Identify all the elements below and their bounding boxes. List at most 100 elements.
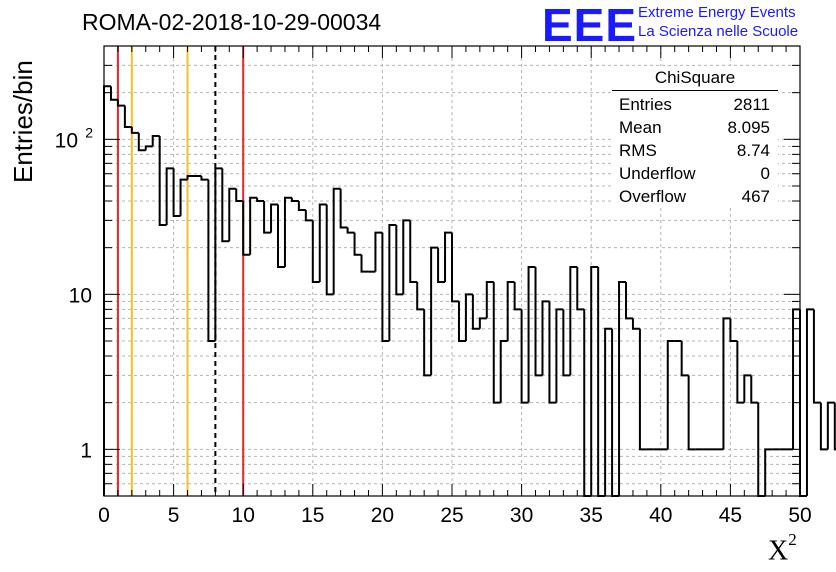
x-tick-label: 25 — [440, 504, 463, 527]
histogram-bin — [249, 196, 258, 255]
histogram-bin — [687, 375, 696, 451]
histogram-bin — [527, 266, 536, 403]
histogram-bin — [416, 282, 425, 311]
histogram-bin — [819, 402, 828, 451]
histogram-bin — [792, 308, 800, 450]
histogram-bin — [304, 209, 313, 222]
histogram-bin — [103, 85, 111, 496]
histogram-bin — [534, 267, 543, 377]
histogram-bin — [200, 175, 209, 181]
histogram-bin — [478, 317, 487, 329]
histogram-bin — [228, 187, 237, 242]
histogram-bin — [555, 308, 564, 403]
histogram-bin — [332, 187, 341, 295]
stats-box: ChiSquare Entries 2811 Mean 8.095 RMS 8.… — [612, 66, 778, 208]
histogram-bin — [722, 317, 731, 450]
histogram-bin — [764, 448, 773, 496]
stats-label: Entries — [619, 95, 672, 114]
stats-value: 2811 — [733, 95, 770, 114]
histogram-bin — [137, 132, 146, 152]
histogram-bin — [631, 318, 640, 330]
histogram-bin — [395, 225, 404, 296]
histogram-bin — [437, 247, 446, 284]
histogram-bin — [729, 318, 738, 342]
x-axis-label-text: X — [768, 535, 789, 567]
histogram-bin — [311, 220, 320, 284]
histogram-bin — [144, 145, 153, 151]
stats-value: 0 — [760, 164, 770, 183]
histogram-bin — [499, 339, 508, 403]
histogram-bin — [423, 309, 432, 377]
histogram-bin — [402, 219, 411, 295]
eee-logo: EEE Extreme Energy Events La Scienza nel… — [542, 0, 832, 51]
histogram-bin — [611, 328, 620, 497]
x-tick-label: 35 — [580, 504, 603, 527]
histogram-bin — [172, 168, 181, 218]
histogram-bin — [576, 267, 585, 311]
histogram-bin — [116, 99, 125, 107]
x-tick-label: 10 — [232, 504, 255, 527]
histogram-bin — [221, 168, 230, 243]
histogram-bin — [318, 203, 327, 283]
histogram-bin — [471, 294, 480, 330]
y-tick-label: 10 — [55, 129, 78, 152]
stats-label: Mean — [619, 118, 662, 137]
histogram-bin — [736, 340, 745, 404]
histogram-bin — [297, 201, 306, 211]
histogram-bin — [666, 339, 675, 450]
x-tick-label: 40 — [649, 504, 672, 527]
histogram-bin — [381, 232, 390, 342]
histogram-bin — [165, 167, 174, 226]
chart-title: ROMA-02-2018-10-29-00034 — [82, 9, 382, 35]
histogram-bin — [123, 105, 132, 129]
histogram-bin — [283, 196, 292, 268]
logo-line-2: La Scienza nelle Scuole — [638, 23, 799, 40]
histogram-bin — [346, 227, 355, 234]
histogram-bin — [130, 127, 139, 134]
histogram-bin — [492, 282, 501, 404]
histogram-bin — [799, 309, 807, 497]
histogram-bin — [409, 220, 418, 284]
histogram-bin — [604, 327, 613, 496]
stats-row-underflow: Underflow 0 — [612, 162, 778, 185]
stats-value: 8.095 — [727, 118, 770, 137]
stats-row-entries: Entries 2811 — [612, 93, 778, 116]
histogram-bin — [590, 266, 599, 496]
histogram-bin — [805, 308, 814, 496]
histogram-bin — [451, 232, 459, 303]
histogram-bin — [812, 309, 821, 404]
histogram-bin — [548, 301, 557, 404]
logo-mark: EEE — [542, 0, 638, 51]
histogram-bin — [360, 254, 369, 273]
stats-row-overflow: Overflow 467 — [612, 185, 778, 208]
histogram-bin — [520, 309, 529, 404]
histogram-bin — [256, 197, 265, 203]
histogram-bin — [618, 281, 626, 496]
stats-title: ChiSquare — [612, 66, 778, 91]
stats-label: Overflow — [619, 187, 687, 206]
histogram-bin — [109, 86, 118, 101]
y-tick-label-exponent: 2 — [85, 124, 93, 140]
histogram-bin — [179, 178, 188, 217]
histogram-bin — [207, 179, 216, 342]
x-tick-label: 45 — [719, 504, 742, 527]
histogram-bin — [214, 167, 223, 341]
stats-value: 8.74 — [736, 141, 770, 160]
histogram-bin — [263, 201, 272, 234]
histogram-bin — [506, 281, 515, 341]
histogram-bin — [374, 231, 383, 272]
histogram-bin — [625, 282, 633, 320]
histogram-bin — [277, 204, 285, 269]
histogram-bin — [430, 246, 439, 376]
histogram-bin — [826, 401, 835, 450]
y-axis-label: Entries/bin — [8, 60, 38, 183]
x-axis-label: X2 — [768, 530, 797, 567]
stats-value: 467 — [741, 187, 770, 206]
x-tick-label: 30 — [510, 504, 533, 527]
histogram-bin — [541, 300, 550, 376]
histogram-bin — [242, 201, 251, 256]
histogram-bin — [485, 281, 494, 319]
histogram-bin — [388, 224, 397, 341]
histogram-bin — [562, 309, 571, 377]
stats-label: Underflow — [619, 164, 696, 183]
